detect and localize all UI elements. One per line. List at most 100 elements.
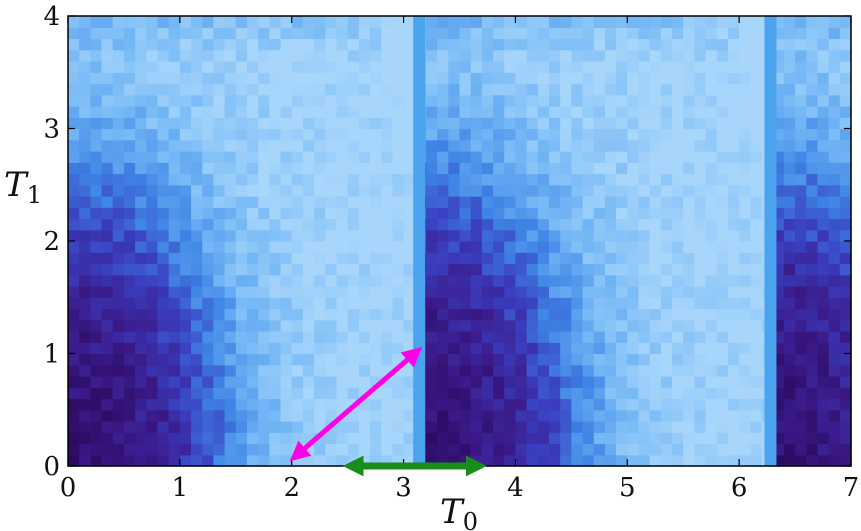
heatmap-cell <box>582 376 595 388</box>
heatmap-cell <box>258 184 270 197</box>
heatmap-cell <box>627 443 640 456</box>
heatmap-cell <box>459 173 472 186</box>
heatmap-cell <box>817 16 830 28</box>
heatmap-cell <box>548 72 561 85</box>
heatmap-cell <box>593 151 606 163</box>
heatmap-cell <box>79 117 91 130</box>
heatmap-cell <box>235 353 248 366</box>
heatmap-cell <box>806 229 819 242</box>
heatmap-cell <box>582 173 595 186</box>
heatmap-cell <box>627 151 640 163</box>
heatmap-cell <box>750 72 763 85</box>
heatmap-cell <box>593 196 606 208</box>
heatmap-cell <box>370 151 382 163</box>
heatmap-cell <box>135 139 147 152</box>
heatmap-cell <box>537 409 550 422</box>
heatmap-cell <box>213 421 226 433</box>
heatmap-cell <box>660 376 673 388</box>
heatmap-cell <box>370 229 382 242</box>
heatmap-cell <box>291 409 304 422</box>
heatmap-cell <box>593 218 606 231</box>
heatmap-cell <box>672 454 684 467</box>
heatmap-cell <box>504 263 517 276</box>
heatmap-cell <box>828 83 841 96</box>
heatmap-cell <box>806 409 819 422</box>
heatmap-cell <box>370 432 382 445</box>
heatmap-cell <box>280 263 293 276</box>
heatmap-cell <box>123 207 136 220</box>
heatmap-cell <box>649 387 662 400</box>
x-tick-label: 6 <box>731 473 748 503</box>
heatmap-cell <box>146 184 159 197</box>
heatmap-cell <box>112 353 125 366</box>
heatmap-cell <box>202 398 215 411</box>
heatmap-cell <box>604 27 617 40</box>
heatmap-cell <box>493 398 505 411</box>
heatmap-cell <box>560 342 572 355</box>
heatmap-cell <box>425 229 438 242</box>
heatmap-cell <box>90 27 103 40</box>
heatmap-cell <box>772 342 785 355</box>
heatmap-cell <box>112 274 125 287</box>
heatmap-cell <box>683 72 695 85</box>
heatmap-cell <box>246 421 259 433</box>
heatmap-cell <box>795 331 807 343</box>
heatmap-cell <box>739 106 751 118</box>
heatmap-cell <box>772 196 785 208</box>
heatmap-cell <box>191 94 203 107</box>
heatmap-cell <box>123 173 136 186</box>
heatmap-cell <box>123 409 136 422</box>
heatmap-cell <box>537 49 550 62</box>
heatmap-cell <box>739 409 751 422</box>
heatmap-cell <box>537 16 550 28</box>
heatmap-cell <box>604 331 617 343</box>
heatmap-cell <box>235 94 248 107</box>
heatmap-cell <box>123 218 136 231</box>
heatmap-cell <box>146 162 159 175</box>
heatmap-cell <box>90 83 103 96</box>
heatmap-cell <box>269 117 282 130</box>
heatmap-cell <box>649 342 662 355</box>
heatmap-cell <box>593 376 606 388</box>
heatmap-cell <box>537 421 550 433</box>
heatmap-cell <box>202 263 215 276</box>
heatmap-cell <box>459 117 472 130</box>
heatmap-cell <box>716 409 729 422</box>
heatmap-cell <box>828 61 841 73</box>
heatmap-cell <box>683 229 695 242</box>
heatmap-cell <box>716 342 729 355</box>
heatmap-cell <box>314 196 326 208</box>
heatmap-cell <box>224 16 237 28</box>
heatmap-cell <box>750 16 763 28</box>
heatmap-cell <box>504 229 517 242</box>
heatmap-cell <box>537 263 550 276</box>
heatmap-cell <box>750 49 763 62</box>
heatmap-cell <box>705 331 718 343</box>
heatmap-cell <box>806 297 819 310</box>
heatmap-cell <box>358 218 371 231</box>
heatmap-cell <box>123 162 136 175</box>
heatmap-cell <box>370 252 382 265</box>
heatmap-cell <box>336 319 349 332</box>
heatmap-cell <box>459 196 472 208</box>
heatmap-cell <box>392 376 405 388</box>
heatmap-cell <box>515 308 528 321</box>
heatmap-cell <box>425 387 438 400</box>
heatmap-cell <box>280 229 293 242</box>
heatmap-cell <box>448 342 461 355</box>
heatmap-cell <box>280 387 293 400</box>
heatmap-cell <box>649 49 662 62</box>
heatmap-cell <box>280 72 293 85</box>
heatmap-cell <box>537 274 550 287</box>
heatmap-cell <box>839 117 852 130</box>
heatmap-cell <box>839 218 852 231</box>
heatmap-cell <box>448 274 461 287</box>
heatmap-cell <box>839 207 852 220</box>
heatmap-cell <box>750 162 763 175</box>
heatmap-cell <box>202 364 215 377</box>
heatmap-cell <box>235 443 248 456</box>
heatmap-cell <box>548 319 561 332</box>
heatmap-cell <box>571 331 584 343</box>
heatmap-cell <box>370 398 382 411</box>
heatmap-cell <box>112 61 125 73</box>
